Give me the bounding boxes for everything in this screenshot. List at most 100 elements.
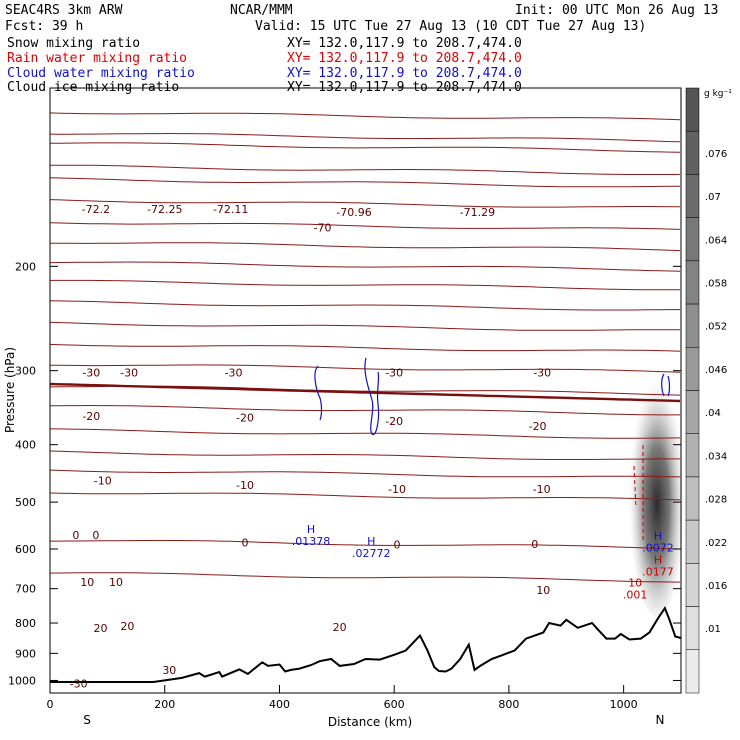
maximum-value: .02772 (352, 547, 391, 560)
isotherm-label: -30 (70, 678, 88, 691)
snow-shade-core (628, 366, 685, 617)
isotherm-line (49, 199, 681, 208)
field-name-snow: Snow mixing ratio (7, 36, 141, 51)
freezing-level-line (49, 382, 681, 403)
colorbar-segment (685, 649, 700, 694)
colorbar-tick-label: .016 (705, 581, 727, 592)
colorbar-segment (685, 519, 700, 564)
colorbar: .076 .07 .064 .058 .052 .046 .04 .034 .028 .022 .0… (685, 87, 732, 694)
rain-water-contour (633, 445, 644, 540)
isotherm-label: -70 (313, 222, 331, 235)
colorbar-tick-label: .07 (705, 192, 721, 203)
colorbar-tick-label: .022 (705, 538, 727, 549)
isotherm-line (49, 112, 681, 121)
field-name-cloud-water: Cloud water mixing ratio (7, 66, 195, 81)
isotherm-line (49, 300, 680, 311)
isotherm-line (50, 279, 680, 291)
y-tick-label: 800 (15, 617, 36, 630)
init-time: Init: 00 UTC Mon 26 Aug 13 (515, 3, 719, 18)
cloud-water-contour (661, 373, 671, 397)
y-tick-label: 200 (15, 260, 36, 273)
y-tick-label: 1000 (8, 674, 36, 687)
isotherm-line (49, 321, 681, 331)
isotherm-label: -72.11 (213, 203, 248, 216)
x-tick-label: 400 (269, 698, 290, 711)
isotherm-label: -10 (236, 479, 254, 492)
center-label: NCAR/MMM (230, 3, 293, 18)
valid-time: Valid: 15 UTC Tue 27 Aug 13 (10 CDT Tue … (255, 19, 647, 34)
isotherm-label: 10 (80, 576, 94, 589)
x-tick-label: 0 (47, 698, 54, 711)
maximum-marker: 10 (628, 577, 642, 590)
isotherm-label: 10 (109, 576, 123, 589)
x-tick-label: 800 (498, 698, 519, 711)
isotherm-label: -72.2 (82, 203, 110, 216)
cloud-water-contour (364, 357, 380, 436)
isotherm-line (49, 469, 681, 478)
isotherm-line (49, 177, 680, 188)
isotherm-label: -10 (533, 483, 551, 496)
endpoint-label-north: N (656, 713, 665, 727)
maximum-value: .0072 (642, 541, 674, 554)
y-tick-label: 700 (15, 583, 36, 596)
colorbar-segment (685, 433, 700, 478)
isotherm-label: 10 (536, 584, 550, 597)
isotherm-label: -30 (533, 366, 551, 379)
colorbar-tick-label: .064 (705, 235, 727, 246)
isotherm-line (49, 492, 681, 501)
colorbar-tick-label: .058 (705, 278, 727, 289)
colorbar-tick-label: .028 (705, 495, 727, 506)
colorbar-tick-label: .046 (705, 365, 727, 376)
isotherm-label: 0 (72, 529, 79, 542)
colorbar-tick-label: .052 (705, 322, 727, 333)
isotherm-label: 20 (93, 622, 107, 635)
x-tick-label: 200 (154, 698, 175, 711)
isotherm-label: -70.96 (336, 206, 371, 219)
x-axis-label: Distance (km) (328, 715, 412, 729)
isotherm-label: 20 (120, 620, 134, 633)
isotherm-line (49, 132, 681, 143)
isotherm-label: -20 (82, 410, 100, 423)
isotherm-label: -72.25 (147, 203, 182, 216)
maximum-marker: H (654, 529, 662, 542)
y-tick-label: 400 (15, 439, 36, 452)
contour-labels: -72.2 -72.25 -72.11 -70 -70.96 -71.29 -30 -30 -3… (70, 203, 674, 691)
colorbar-segment (685, 217, 700, 262)
y-tick-label: 600 (15, 543, 36, 556)
cloud-water-contour (314, 365, 323, 421)
isotherm-line (50, 428, 681, 439)
colorbar-tick-label: .076 (705, 149, 727, 160)
isotherm-label: -30 (225, 366, 243, 379)
isotherm-line (49, 450, 680, 460)
isotherm-label: -20 (529, 420, 547, 433)
terrain-line (50, 605, 682, 683)
x-tick-label: 600 (384, 698, 405, 711)
y-tick-label: 500 (15, 496, 36, 509)
colorbar-segment (685, 476, 700, 521)
y-tick-label: 900 (15, 647, 36, 660)
isotherm-label: 0 (394, 539, 401, 552)
isotherm-label: 0 (242, 536, 249, 549)
isotherm-line (50, 539, 681, 550)
field-xy-snow: XY= 132.0,117.9 to 208.7,474.0 (287, 36, 522, 51)
colorbar-segment (685, 303, 700, 348)
colorbar-segment (685, 130, 700, 175)
colorbar-segment (685, 347, 700, 391)
maximum-marker: H (367, 535, 375, 548)
field-xy-cloud-water: XY= 132.0,117.9 to 208.7,474.0 (287, 66, 522, 81)
maximum-value: .001 (623, 589, 648, 602)
isotherm-label: -20 (236, 412, 254, 425)
isotherm-label: 0 (92, 529, 99, 542)
colorbar-segment (685, 390, 700, 434)
isotherm-line (49, 404, 680, 416)
colorbar-segment (685, 260, 700, 305)
isotherm-label: -71.29 (460, 206, 495, 219)
isotherm-label: -20 (385, 415, 403, 428)
colorbar-segment (685, 563, 700, 607)
isotherm-line (49, 261, 681, 272)
isotherm-line (49, 222, 681, 230)
maximum-marker: H (307, 523, 315, 536)
x-tick-label: 1000 (610, 698, 638, 711)
